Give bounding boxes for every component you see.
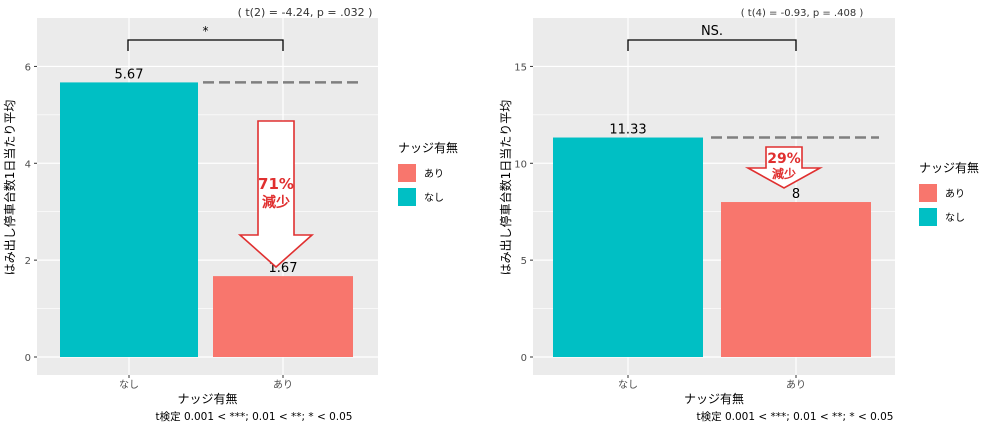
chart1-bar-nashi (60, 82, 198, 357)
chart1-stats-text: ( t(2) = -4.24, p = .032 ) (238, 6, 373, 19)
chart1-reduction-word: 減少 (262, 194, 290, 211)
chart1-yaxis-title: はみ出し停車台数1日当たり平均 (2, 100, 17, 276)
chart1-significance-label: * (203, 24, 209, 38)
chart2-significance-bracket (627, 39, 797, 51)
chart2-legend-key-ari (919, 184, 937, 202)
chart2-xtick-label: あり (786, 379, 806, 391)
chart2-reduction-percent: 29% (767, 151, 801, 167)
chart1-reduction-percent: 71% (258, 175, 294, 193)
chart2-ytick-label: 0 (521, 353, 527, 364)
chart2-ytick-label: 5 (521, 256, 527, 267)
chart1-ytick-label: 6 (25, 62, 31, 73)
chart2-bar-ari (721, 202, 871, 357)
chart2-yaxis-title: はみ出し停車台数1日当たり平均 (498, 100, 513, 276)
chart1-ytick-label: 0 (25, 353, 31, 364)
chart1-footnote: t検定 0.001 < ***; 0.01 < **; * < 0.05 (156, 410, 353, 423)
chart2-xaxis-title: ナッジ有無 (684, 391, 744, 406)
chart2-ytick-label: 10 (514, 159, 527, 170)
chart1-legend-label: なし (424, 192, 444, 204)
chart1-ytick-label: 2 (25, 256, 31, 267)
chart1-xtick-label: あり (273, 379, 293, 391)
chart2-data-label: 11.33 (609, 123, 646, 138)
chart2-significance-label: NS. (701, 24, 723, 39)
chart2-reduction-word: 減少 (772, 166, 796, 181)
chart1-bar-ari (213, 276, 353, 357)
chart1-xtick-label: なし (119, 379, 139, 391)
chart1-xaxis-title: ナッジ有無 (177, 391, 237, 406)
chart1-legend-label: あり (424, 168, 444, 180)
chart1-ytick-label: 4 (25, 159, 31, 170)
chart2-ytick-label: 15 (514, 62, 527, 73)
chart2-reduction-arrow (744, 146, 824, 189)
chart2-xtick-label: なし (618, 379, 638, 391)
chart2-legend-label: あり (945, 188, 965, 200)
chart1-significance-bracket (127, 39, 284, 51)
chart2-data-label: 8 (792, 187, 800, 202)
chart1-data-label: 5.67 (115, 67, 144, 82)
chart1-reduction-arrow (237, 120, 315, 269)
chart2-stats-text: ( t(4) = -0.93, p = .408 ) (741, 8, 864, 19)
chart2-footnote: t検定 0.001 < ***; 0.01 < **; * < 0.05 (697, 410, 894, 423)
chart2-legend-title: ナッジ有無 (919, 160, 979, 175)
chart2-bar-nashi (553, 137, 703, 357)
chart1-legend-key-nashi (398, 188, 416, 206)
chart2-legend-key-nashi (919, 208, 937, 226)
chart1-legend-key-ari (398, 164, 416, 182)
chart2-legend-label: なし (945, 212, 965, 224)
chart1-legend-title: ナッジ有無 (398, 140, 458, 155)
